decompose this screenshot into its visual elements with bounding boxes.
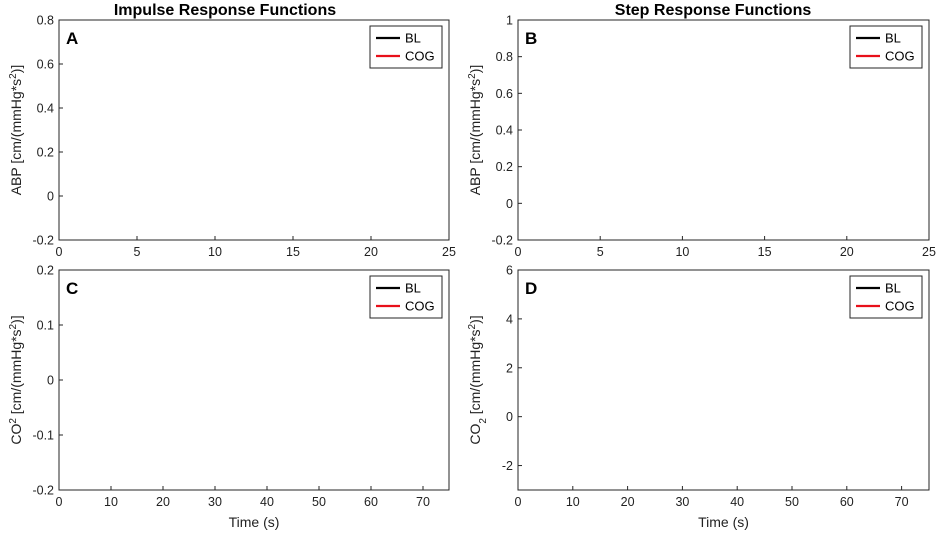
y-tick-label: -0.2 <box>491 234 513 248</box>
legend: BL COG <box>369 25 443 69</box>
legend-label-bl: BL <box>885 281 901 296</box>
x-tick-label: 20 <box>621 495 635 509</box>
y-tick-label: 0.6 <box>37 58 54 72</box>
panel-letter: C <box>66 279 78 298</box>
x-tick-label: 0 <box>56 245 63 259</box>
legend-box <box>369 275 443 319</box>
y-tick-label: -0.2 <box>32 234 54 248</box>
x-tick-label: 70 <box>895 495 909 509</box>
legend-label-cog: COG <box>885 49 915 64</box>
panel-d: 0 10 20 30 40 50 60 70 -2 0 2 4 6 CO2 [cm/(mmHg*s2)] T… <box>467 264 930 530</box>
x-tick-label: 10 <box>208 245 222 259</box>
legend-label-bl: BL <box>885 31 901 46</box>
x-tick-label: 0 <box>56 495 63 509</box>
legend-label-cog: COG <box>885 299 915 314</box>
x-tick-label: 60 <box>840 495 854 509</box>
x-tick-label: 0 <box>515 245 522 259</box>
step-column-title: Step Response Functions <box>615 2 812 19</box>
y-tick-label: 0.4 <box>37 102 54 116</box>
y-tick-label: 0 <box>506 197 513 211</box>
x-tick-label: 25 <box>442 245 456 259</box>
x-tick-label: 10 <box>104 495 118 509</box>
y-tick-label: 0.6 <box>496 87 513 101</box>
x-axis-label: Time (s) <box>698 514 749 530</box>
x-tick-label: 40 <box>730 495 744 509</box>
x-tick-label: 30 <box>208 495 222 509</box>
x-tick-label: 10 <box>675 245 689 259</box>
y-axis-label: CO2 [cm/(mmHg*s2)] <box>467 315 489 444</box>
legend-label-bl: BL <box>405 31 421 46</box>
x-axis-label: Time (s) <box>229 514 280 530</box>
x-tick-label: 15 <box>286 245 300 259</box>
y-axis-label: CO2 [cm/(mmHg*s2)] <box>8 315 25 444</box>
panel-letter: D <box>525 279 537 298</box>
y-tick-label: 6 <box>506 264 513 278</box>
x-tick-label: 5 <box>134 245 141 259</box>
y-tick-label: 0.8 <box>496 50 513 64</box>
y-tick-label: -0.1 <box>32 429 54 443</box>
legend-label-bl: BL <box>405 281 421 296</box>
y-tick-label: 0 <box>47 374 54 388</box>
y-tick-label: 2 <box>506 361 513 375</box>
y-axis-label: ABP [cm/(mmHg*s2)] <box>467 65 484 196</box>
y-tick-label: 0.2 <box>496 160 513 174</box>
x-tick-label: 20 <box>156 495 170 509</box>
x-tick-label: 20 <box>364 245 378 259</box>
x-tick-label: 20 <box>840 245 854 259</box>
x-tick-label: 0 <box>515 495 522 509</box>
x-tick-label: 50 <box>312 495 326 509</box>
y-tick-label: 0.1 <box>37 319 54 333</box>
x-tick-label: 5 <box>597 245 604 259</box>
x-tick-label: 30 <box>675 495 689 509</box>
panel-letter: A <box>66 29 78 48</box>
x-tick-label: 70 <box>416 495 430 509</box>
y-tick-label: 0.8 <box>37 14 54 28</box>
y-tick-label: 0.2 <box>37 264 54 278</box>
y-tick-label: 1 <box>506 14 513 28</box>
y-tick-label: 0.4 <box>496 124 513 138</box>
panel-letter: B <box>525 29 537 48</box>
y-tick-label: 0 <box>47 190 54 204</box>
x-tick-label: 10 <box>566 495 580 509</box>
x-tick-label: 50 <box>785 495 799 509</box>
x-tick-label: 60 <box>364 495 378 509</box>
legend-box <box>849 275 923 319</box>
legend: BL COG <box>369 275 443 319</box>
legend-box <box>849 25 923 69</box>
legend-box <box>369 25 443 69</box>
x-tick-label: 40 <box>260 495 274 509</box>
legend-label-cog: COG <box>405 49 435 64</box>
legend-label-cog: COG <box>405 299 435 314</box>
y-tick-label: 4 <box>506 312 513 326</box>
y-tick-label: -0.2 <box>32 484 54 498</box>
y-tick-label: 0 <box>506 410 513 424</box>
y-axis-label: ABP [cm/(mmHg*s2)] <box>8 65 25 196</box>
y-tick-label: 0.2 <box>37 146 54 160</box>
y-tick-label: -2 <box>502 459 513 473</box>
x-tick-label: 15 <box>758 245 772 259</box>
legend: BL COG <box>849 25 923 69</box>
x-tick-label: 25 <box>922 245 936 259</box>
impulse-column-title: Impulse Response Functions <box>114 2 336 19</box>
legend: BL COG <box>849 275 923 319</box>
panel-c: 0 10 20 30 40 50 60 70 -0.2 -0.1 0 0.1 0.2 CO2 [cm/(m… <box>8 264 450 530</box>
